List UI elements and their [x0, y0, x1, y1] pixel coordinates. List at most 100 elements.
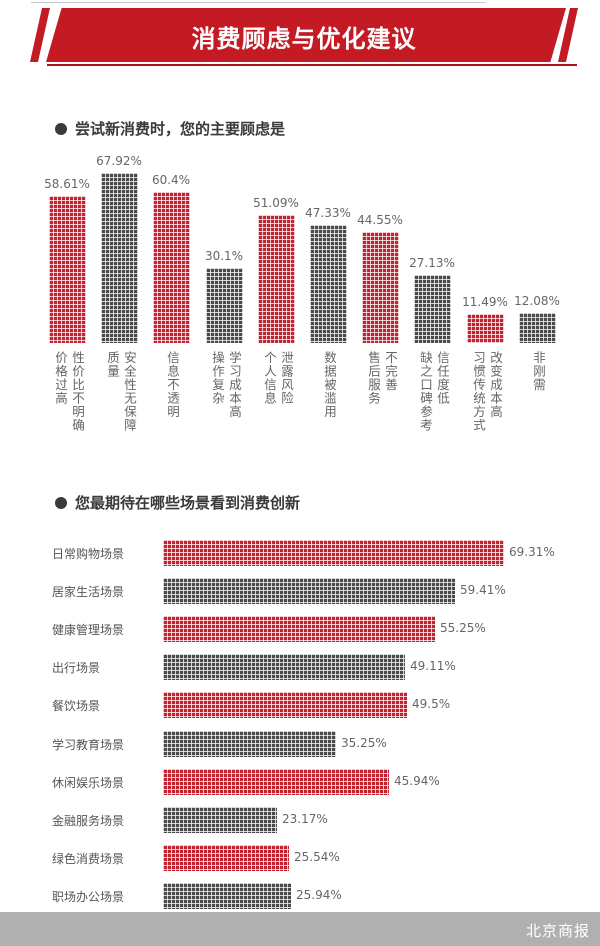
section-title-text: 尝试新消费时，您的主要顾虑是 — [75, 120, 286, 138]
scenario-value-label: 55.25% — [440, 621, 486, 635]
concern-bar — [153, 192, 190, 343]
section-title-scenarios: 您最期待在哪些场景看到消费创新 — [55, 492, 300, 513]
top-rule — [31, 2, 486, 3]
concern-category-label: 缺之口碑参考 信任度低 — [418, 351, 450, 432]
concern-bar-group — [362, 232, 399, 343]
concern-label-column: 操作复杂 — [210, 351, 225, 405]
concern-value-label: 47.33% — [305, 206, 351, 220]
concern-bar-group — [49, 196, 86, 343]
scenario-bar — [163, 769, 389, 795]
concern-bar — [414, 275, 451, 343]
concern-label-column: 非刚需 — [531, 351, 546, 392]
concern-label-column: 价格过高 — [53, 351, 68, 405]
concern-bar-group — [414, 275, 451, 343]
concern-bar — [101, 173, 138, 343]
concern-value-label: 11.49% — [462, 295, 508, 309]
concern-category-label: 习惯传统方式 改变成本高 — [471, 351, 503, 432]
concern-bar-group — [153, 192, 190, 343]
concern-category-label: 价格过高 性价比不明确 — [53, 351, 85, 432]
scenario-row: 金融服务场景 23.17% — [0, 807, 600, 833]
scenario-label: 绿色消费场景 — [52, 852, 125, 866]
concern-bar — [467, 314, 504, 343]
concern-label-column: 缺之口碑参考 — [418, 351, 433, 432]
concern-category-label: 售后服务 不完善 — [366, 351, 398, 405]
scenario-value-label: 35.25% — [341, 736, 387, 750]
scenario-bar — [163, 692, 407, 718]
scenario-label: 居家生活场景 — [52, 585, 125, 599]
concern-label-column: 泄露风险 — [279, 351, 294, 405]
concern-value-label: 27.13% — [409, 256, 455, 270]
scenario-value-label: 69.31% — [509, 545, 555, 559]
scenario-bar — [163, 883, 291, 909]
scenario-row: 餐饮场景 49.5% — [0, 692, 600, 718]
concern-bar-group — [206, 268, 243, 343]
concern-value-label: 30.1% — [204, 249, 244, 263]
scenario-bar — [163, 845, 289, 871]
scenario-value-label: 59.41% — [460, 583, 506, 597]
scenario-label: 出行场景 — [52, 661, 101, 675]
concern-bar-group — [258, 215, 295, 343]
scenario-label: 日常购物场景 — [52, 547, 125, 561]
concern-label-column: 性价比不明确 — [70, 351, 85, 432]
concern-label-column: 质量 — [105, 351, 120, 378]
concern-category-label: 非刚需 — [531, 351, 546, 392]
concern-category-label: 数据被滥用 — [322, 351, 337, 419]
scenario-bar — [163, 540, 504, 566]
concern-bar-group — [467, 314, 504, 343]
concern-label-column: 信任度低 — [435, 351, 450, 405]
section-title-text: 您最期待在哪些场景看到消费创新 — [75, 494, 301, 512]
scenario-row: 学习教育场景 35.25% — [0, 731, 600, 757]
concern-value-label: 67.92% — [96, 154, 142, 168]
banner-underline — [47, 64, 577, 66]
concern-bar-group — [101, 173, 138, 343]
footer-bar: 北京商报 — [0, 912, 600, 946]
concern-label-column: 信息不透明 — [165, 351, 180, 419]
concern-value-label: 58.61% — [44, 177, 90, 191]
concern-bar — [206, 268, 243, 343]
concern-label-column: 习惯传统方式 — [471, 351, 486, 432]
bullet-icon — [55, 122, 67, 135]
concern-bar — [258, 215, 295, 343]
concern-label-column: 数据被滥用 — [322, 351, 337, 419]
concern-label-column: 安全性无保障 — [122, 351, 137, 432]
scenario-value-label: 49.5% — [412, 697, 451, 711]
scenario-value-label: 25.54% — [294, 850, 340, 864]
concern-bar — [310, 225, 347, 343]
scenario-bar — [163, 731, 336, 757]
scenario-value-label: 45.94% — [394, 774, 440, 788]
bullet-icon — [55, 496, 67, 509]
scenario-bar — [163, 807, 277, 833]
scenario-label: 职场办公场景 — [52, 890, 125, 904]
scenario-bar — [163, 578, 455, 604]
concern-bar — [362, 232, 399, 343]
concern-bar-group — [310, 225, 347, 343]
concern-label-column: 售后服务 — [366, 351, 381, 405]
scenario-row: 日常购物场景 69.31% — [0, 540, 600, 566]
concern-bar — [519, 313, 556, 343]
scenario-row: 职场办公场景 25.94% — [0, 883, 600, 909]
scenario-row: 居家生活场景 59.41% — [0, 578, 600, 604]
concern-category-label: 个人信息 泄露风险 — [262, 351, 294, 405]
concern-label-column: 学习成本高 — [227, 351, 242, 419]
concern-category-label: 质量 安全性无保障 — [105, 351, 137, 432]
scenario-label: 学习教育场景 — [52, 738, 125, 752]
title-banner: 消费顾虑与优化建议 — [30, 8, 578, 66]
scenario-row: 休闲娱乐场景 45.94% — [0, 769, 600, 795]
scenario-row: 绿色消费场景 25.54% — [0, 845, 600, 871]
scenario-row: 健康管理场景 55.25% — [0, 616, 600, 642]
scenario-label: 金融服务场景 — [52, 814, 125, 828]
scenario-value-label: 25.94% — [296, 888, 342, 902]
section-title-concerns: 尝试新消费时，您的主要顾虑是 — [55, 118, 285, 139]
concern-label-column: 不完善 — [383, 351, 398, 392]
concern-bar-group — [519, 313, 556, 343]
concerns-bar-chart: 58.61% 价格过高 性价比不明确 67.92% 质量 安全性无保障 60.4% 信息不透明… — [0, 0, 600, 440]
concern-label-column: 个人信息 — [262, 351, 277, 405]
scenario-value-label: 23.17% — [282, 812, 328, 826]
concern-value-label: 60.4% — [151, 173, 191, 187]
concern-value-label: 12.08% — [514, 294, 560, 308]
page-title: 消费顾虑与优化建议 — [191, 24, 417, 53]
concern-category-label: 操作复杂 学习成本高 — [210, 351, 242, 419]
scenario-value-label: 49.11% — [410, 659, 456, 673]
banner-background — [46, 8, 566, 62]
scenario-bar — [163, 654, 405, 680]
